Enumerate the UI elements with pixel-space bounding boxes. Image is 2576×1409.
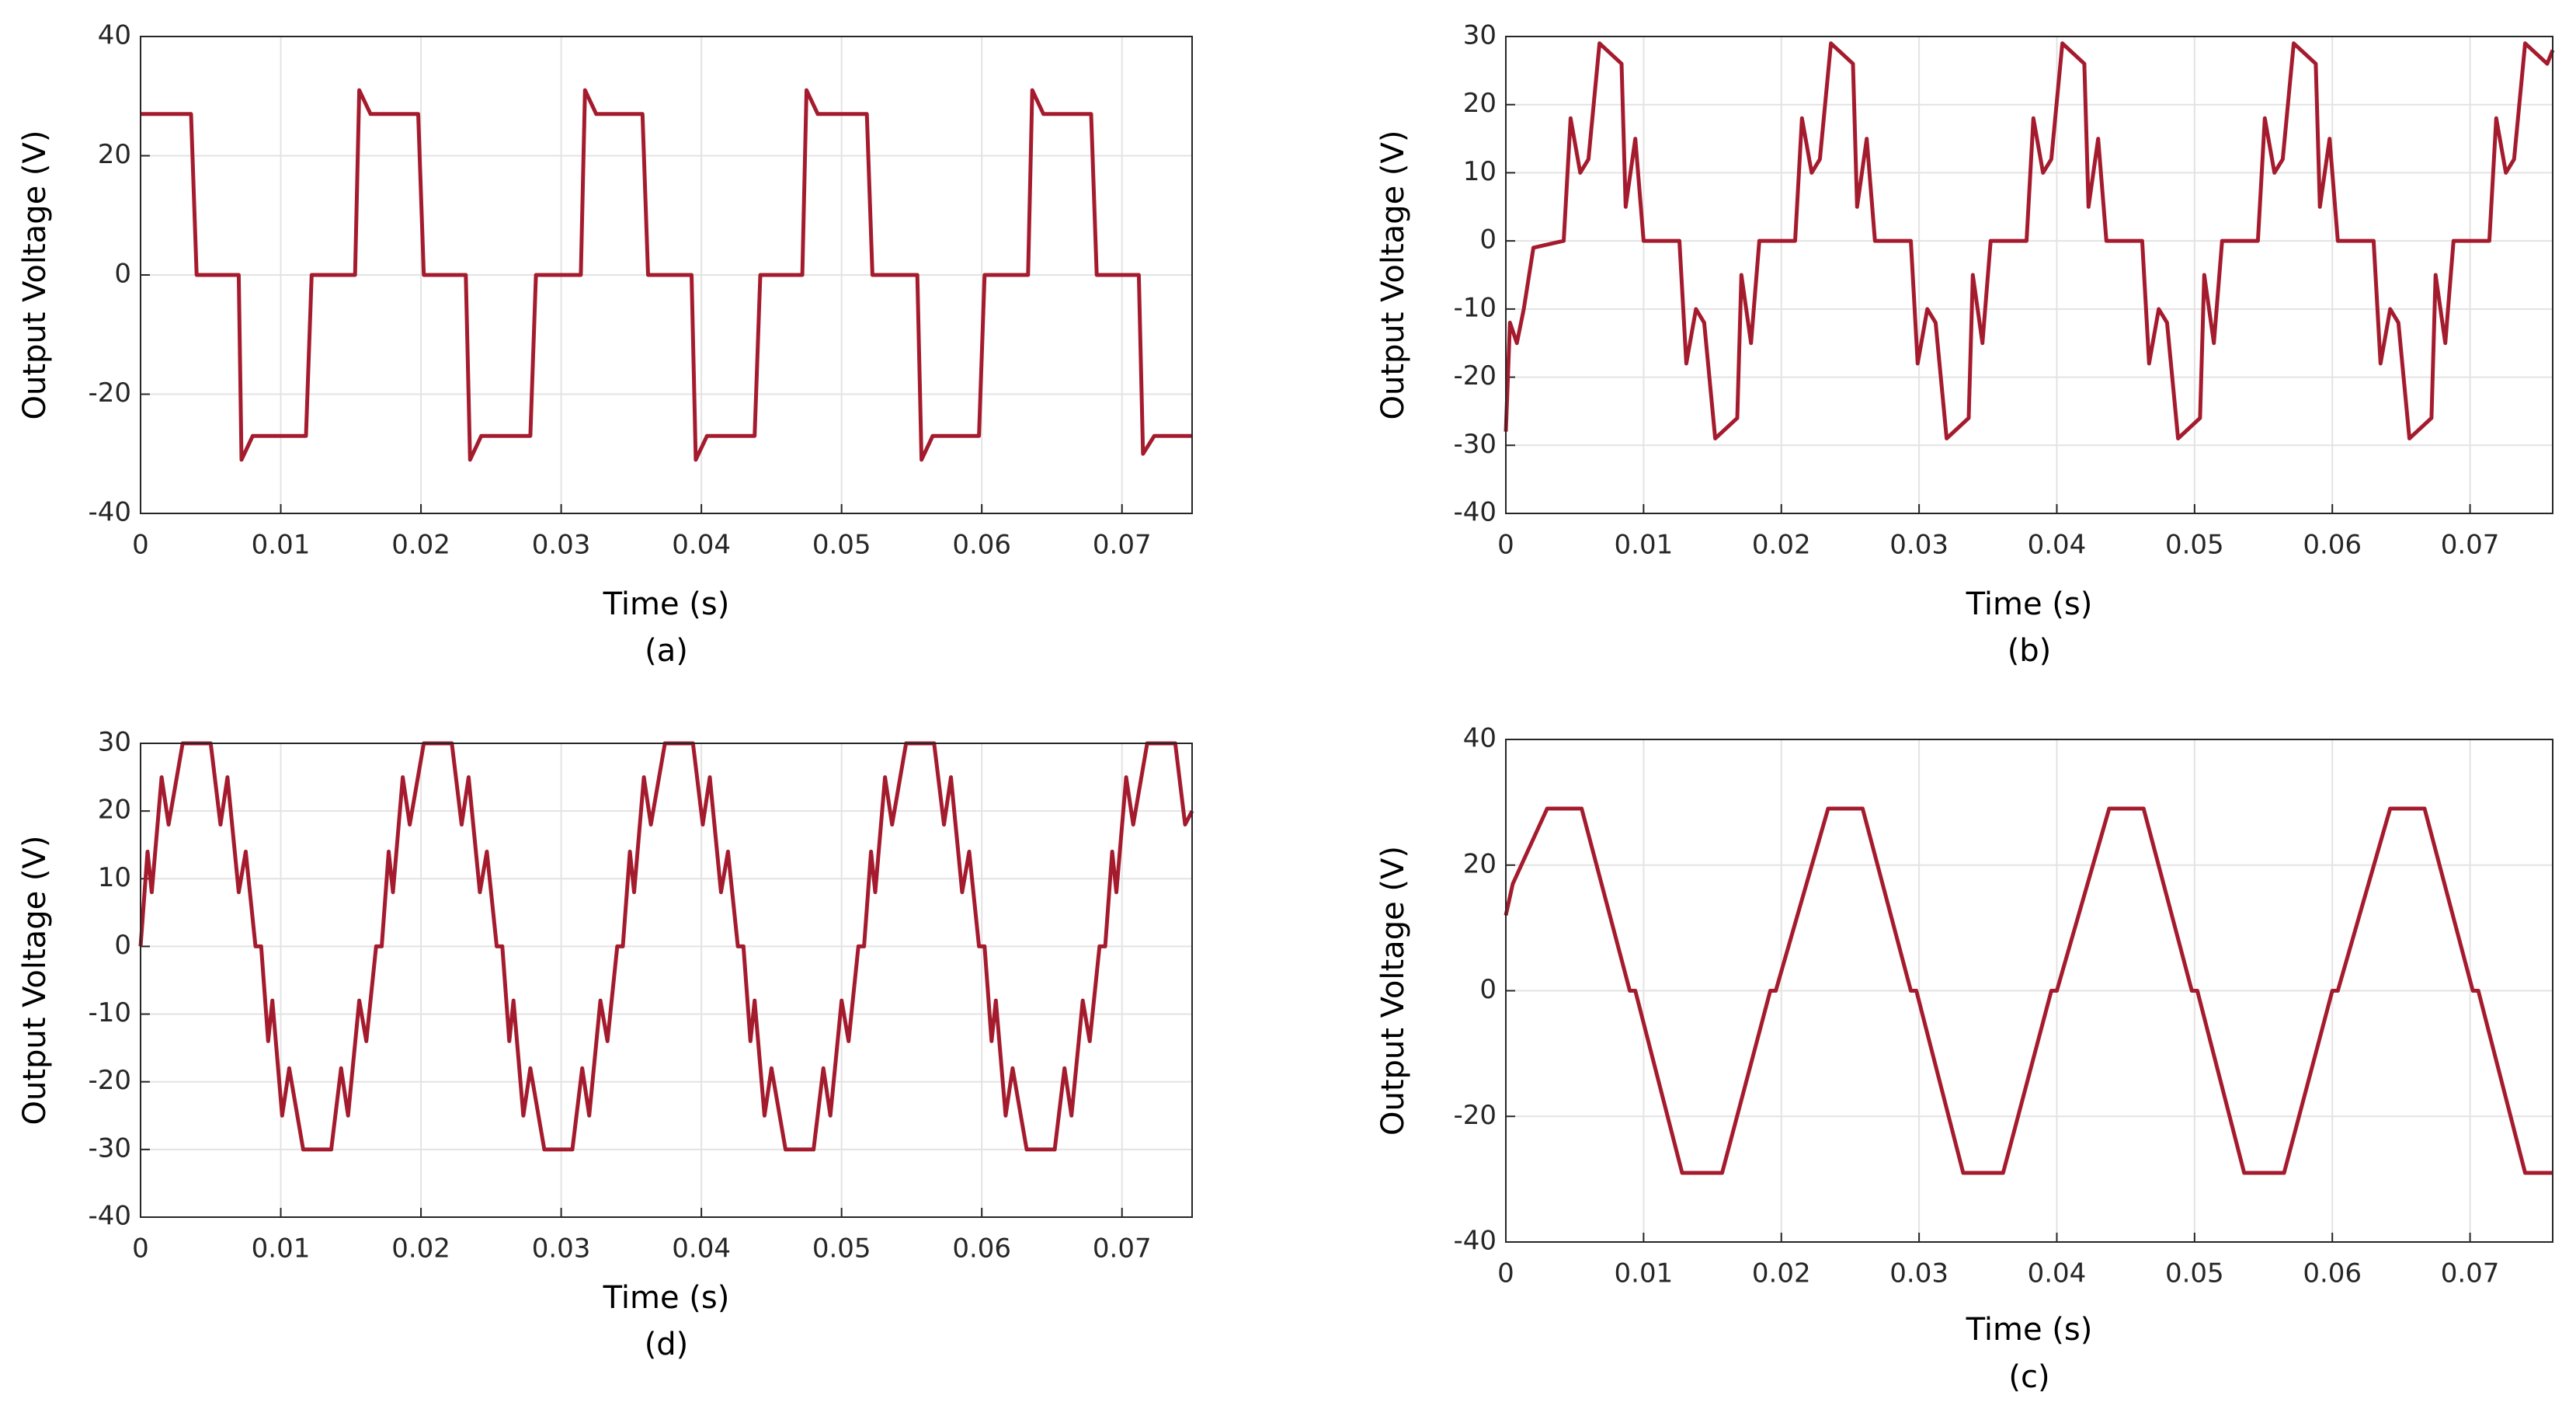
- x-tick-label: 0: [132, 530, 149, 561]
- x-tick-label: 0.06: [952, 530, 1011, 561]
- y-axis-label: Output Voltage (V): [1375, 130, 1411, 420]
- x-tick-label: 0.05: [2165, 1258, 2224, 1289]
- y-axis-label: Output Voltage (V): [1375, 846, 1411, 1136]
- y-tick-label: -10: [1453, 292, 1497, 323]
- x-tick-label: 0.06: [2303, 530, 2362, 561]
- y-tick-label: -40: [88, 1201, 131, 1232]
- y-tick-label: 30: [1463, 20, 1497, 51]
- y-tick-label: 10: [98, 862, 131, 893]
- plot-frame: [140, 743, 1193, 1218]
- y-tick-label: -20: [88, 377, 131, 409]
- x-axis-label: Time (s): [603, 586, 730, 622]
- x-tick-label: 0.04: [2028, 1258, 2087, 1289]
- x-tick-label: 0.07: [2441, 1258, 2500, 1289]
- caption: (a): [645, 633, 688, 669]
- x-tick-label: 0.07: [1093, 1233, 1152, 1265]
- y-tick-label: 30: [98, 727, 131, 758]
- x-tick-label: 0.01: [1615, 530, 1674, 561]
- x-tick-label: 0.02: [391, 530, 450, 561]
- x-tick-label: 0: [132, 1233, 149, 1265]
- y-tick-label: 0: [114, 930, 131, 961]
- y-tick-label: 20: [1463, 88, 1497, 119]
- y-tick-label: 0: [1479, 974, 1497, 1005]
- plot-area: [141, 743, 1192, 1217]
- y-tick-label: -20: [1453, 1100, 1497, 1131]
- x-tick-label: 0.03: [532, 1233, 591, 1265]
- plot-frame: [140, 36, 1193, 514]
- y-tick-label: -30: [88, 1132, 131, 1164]
- plot-frame: [1505, 36, 2553, 514]
- x-tick-label: 0.03: [1889, 1258, 1949, 1289]
- y-axis-label: Output Voltage (V): [17, 130, 53, 420]
- y-tick-label: 20: [98, 139, 131, 170]
- x-tick-label: 0.01: [252, 530, 311, 561]
- plot-area: [1506, 37, 2553, 513]
- x-tick-label: 0.01: [1615, 1258, 1674, 1289]
- data-line: [138, 741, 1194, 1152]
- y-tick-label: 20: [1463, 848, 1497, 879]
- data-line: [141, 88, 1192, 462]
- caption: (b): [2008, 633, 2052, 669]
- y-tick-label: -40: [1453, 1226, 1497, 1257]
- x-tick-label: 0.05: [812, 530, 871, 561]
- x-tick-label: 0.04: [672, 530, 731, 561]
- plot-frame: [1505, 739, 2553, 1243]
- x-tick-label: 0.06: [952, 1233, 1011, 1265]
- y-tick-label: -30: [1453, 429, 1497, 460]
- data-line: [1504, 41, 2555, 440]
- x-axis-label: Time (s): [1966, 1312, 2093, 1348]
- y-axis-label: Output Voltage (V): [17, 836, 53, 1125]
- y-tick-label: 0: [1479, 224, 1497, 256]
- y-tick-label: -40: [88, 497, 131, 528]
- y-tick-label: -10: [88, 997, 131, 1028]
- y-tick-label: -40: [1453, 497, 1497, 528]
- caption: (c): [2008, 1359, 2049, 1395]
- x-tick-label: 0.05: [812, 1233, 871, 1265]
- y-tick-label: -20: [88, 1065, 131, 1096]
- x-tick-label: 0.03: [1889, 530, 1949, 561]
- y-tick-label: 40: [1463, 723, 1497, 754]
- x-tick-label: 0.04: [672, 1233, 731, 1265]
- x-tick-label: 0: [1497, 1258, 1514, 1289]
- y-tick-label: 20: [98, 795, 131, 826]
- x-tick-label: 0.04: [2028, 530, 2087, 561]
- x-tick-label: 0.03: [532, 530, 591, 561]
- y-tick-label: 40: [98, 20, 131, 51]
- caption: (d): [645, 1327, 689, 1362]
- data-line: [1504, 806, 2553, 1175]
- x-tick-label: 0.02: [391, 1233, 450, 1265]
- y-tick-label: 10: [1463, 156, 1497, 187]
- y-tick-label: 0: [114, 259, 131, 290]
- y-tick-label: -20: [1453, 360, 1497, 391]
- x-tick-label: 0.02: [1752, 530, 1811, 561]
- x-tick-label: 0.05: [2165, 530, 2224, 561]
- x-tick-label: 0.06: [2303, 1258, 2362, 1289]
- x-tick-label: 0.01: [252, 1233, 311, 1265]
- x-tick-label: 0.07: [1093, 530, 1152, 561]
- x-tick-label: 0.07: [2441, 530, 2500, 561]
- x-axis-label: Time (s): [603, 1280, 730, 1316]
- x-axis-label: Time (s): [1966, 586, 2093, 622]
- x-tick-label: 0.02: [1752, 1258, 1811, 1289]
- x-tick-label: 0: [1497, 530, 1514, 561]
